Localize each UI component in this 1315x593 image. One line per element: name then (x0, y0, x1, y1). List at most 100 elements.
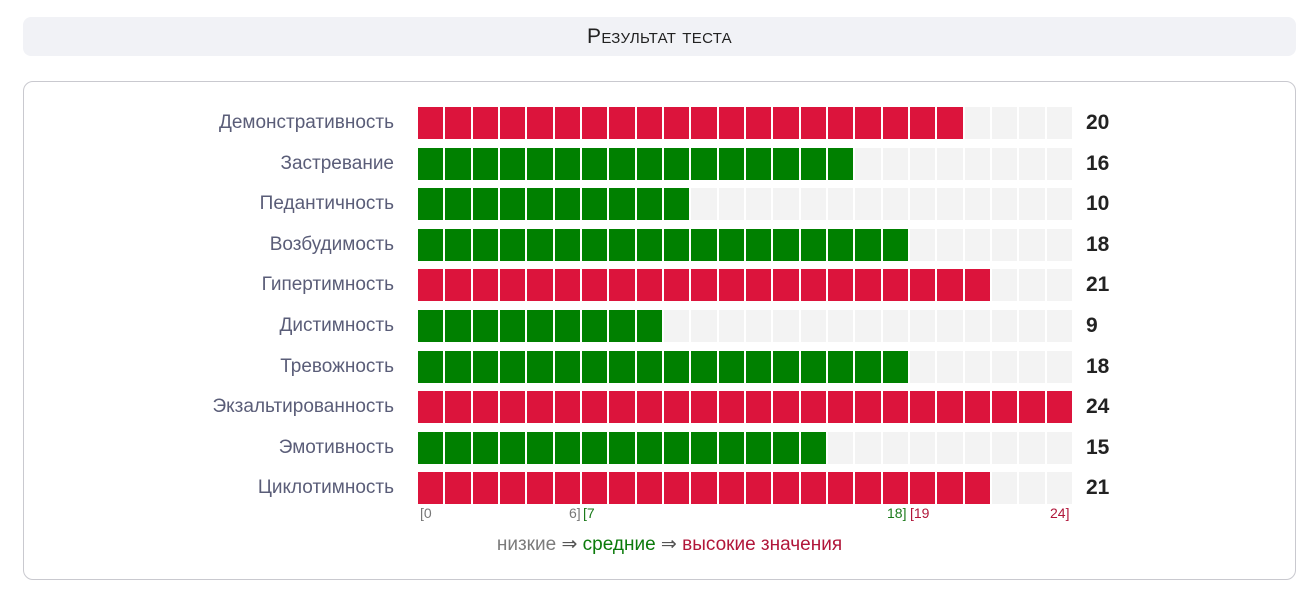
bar-segment-empty (882, 310, 910, 342)
bar-segment-empty (909, 188, 938, 220)
bar-segment-empty (991, 148, 1020, 180)
bar-segment-filled (964, 472, 992, 504)
bar-segment-filled (527, 432, 555, 464)
bar-segment-empty (800, 188, 828, 220)
bar-track (418, 351, 1074, 383)
bar-segment-empty (1019, 310, 1047, 342)
bar-segment-filled (773, 351, 801, 383)
bar-segment-filled (499, 432, 528, 464)
bar-segment-filled (773, 148, 801, 180)
bar-segment-empty (1019, 188, 1047, 220)
bar-segment-filled (745, 472, 774, 504)
bar-segment-filled (527, 391, 555, 423)
bar-segment-filled (418, 472, 446, 504)
trait-score: 15 (1086, 436, 1110, 459)
trait-score: 20 (1086, 111, 1110, 134)
bar-segment-empty (964, 351, 992, 383)
bar-segment-filled (636, 107, 664, 139)
bar-segment-filled (609, 269, 637, 301)
bar-segment-filled (663, 148, 692, 180)
bar-segment-filled (663, 188, 692, 220)
bar-segment-filled (554, 229, 582, 261)
bar-segment-filled (609, 391, 637, 423)
legend-arrow-2: ⇒ (660, 534, 677, 555)
bar-segment-filled (472, 391, 500, 423)
bar-segment-filled (745, 107, 774, 139)
trait-label: Дистимность (279, 315, 394, 336)
bar-segment-filled (855, 107, 883, 139)
trait-label: Экзальтированность (212, 396, 394, 417)
bar-segment-filled (445, 269, 473, 301)
bar-segment-filled (499, 351, 528, 383)
bar-segment-filled (663, 432, 692, 464)
bar-segment-empty (1046, 148, 1074, 180)
bar-segment-filled (499, 472, 528, 504)
bar-segment-empty (773, 310, 801, 342)
bar-segment-filled (991, 391, 1020, 423)
bar-segment-empty (909, 351, 938, 383)
bar-segment-filled (937, 107, 965, 139)
bar-segment-filled (800, 391, 828, 423)
bar-segment-filled (937, 391, 965, 423)
bar-segment-filled (445, 351, 473, 383)
bar-segment-filled (445, 229, 473, 261)
bar-segment-empty (1019, 229, 1047, 261)
bar-segment-empty (855, 432, 883, 464)
bar-track (418, 229, 1074, 261)
bar-segment-empty (691, 188, 719, 220)
bar-segment-filled (745, 351, 774, 383)
trait-label: Застревание (280, 153, 395, 174)
trait-score: 9 (1086, 314, 1098, 337)
bar-segment-filled (663, 351, 692, 383)
bar-segment-filled (909, 269, 938, 301)
trait-label: Возбудимость (269, 234, 394, 255)
result-header: Результат теста (23, 17, 1296, 56)
bar-segment-filled (636, 188, 664, 220)
bar-segment-filled (773, 229, 801, 261)
bar-segment-filled (964, 391, 992, 423)
bar-segment-filled (882, 391, 910, 423)
bar-segment-filled (718, 107, 746, 139)
bar-segment-filled (499, 188, 528, 220)
bar-segment-filled (718, 269, 746, 301)
bar-segment-filled (718, 472, 746, 504)
tick-label-6: 6] (569, 505, 581, 521)
bar-segment-filled (636, 351, 664, 383)
bar-segment-filled (1019, 391, 1047, 423)
bar-segment-filled (800, 472, 828, 504)
bar-segment-filled (499, 107, 528, 139)
tick-label-18: 18] (887, 505, 907, 521)
bar-segment-filled (527, 351, 555, 383)
bar-segment-empty (991, 310, 1020, 342)
bar-segment-filled (609, 188, 637, 220)
bar-segment-empty (964, 188, 992, 220)
bar-segment-filled (609, 310, 637, 342)
bar-track (418, 391, 1074, 423)
bar-segment-empty (663, 310, 692, 342)
bar-segment-empty (882, 432, 910, 464)
bar-segment-filled (472, 269, 500, 301)
bar-segment-empty (1046, 432, 1074, 464)
bar-segment-filled (718, 351, 746, 383)
bar-segment-empty (991, 188, 1020, 220)
bar-segment-filled (418, 148, 446, 180)
bar-segment-filled (472, 432, 500, 464)
legend-arrow-1: ⇒ (561, 534, 578, 555)
bar-segment-filled (581, 391, 610, 423)
trait-label: Гипертимность (261, 274, 394, 295)
bar-segment-empty (937, 351, 965, 383)
bar-segment-filled (581, 432, 610, 464)
bar-segment-filled (472, 229, 500, 261)
bar-segment-empty (1046, 472, 1074, 504)
bar-segment-filled (527, 310, 555, 342)
bar-segment-filled (745, 229, 774, 261)
trait-label: Педантичность (259, 193, 394, 214)
bar-segment-filled (800, 107, 828, 139)
bar-segment-filled (882, 472, 910, 504)
bar-segment-filled (609, 229, 637, 261)
bar-segment-filled (445, 107, 473, 139)
bar-segment-filled (609, 472, 637, 504)
bar-segment-empty (1046, 310, 1074, 342)
bar-segment-empty (745, 188, 774, 220)
bar-segment-empty (1019, 432, 1047, 464)
